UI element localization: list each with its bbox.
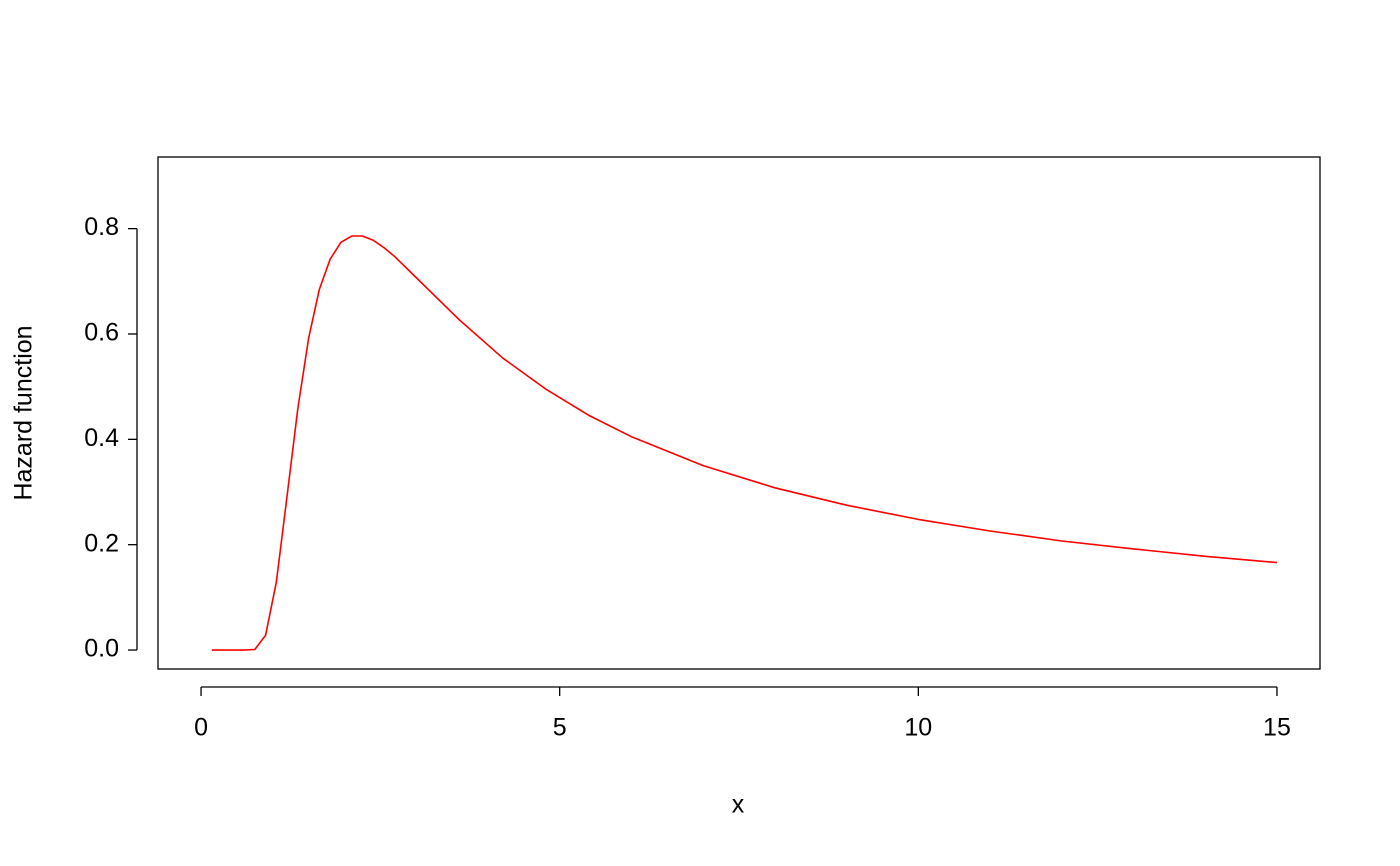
x-tick-label: 15	[1263, 714, 1291, 742]
x-tick-label: 10	[904, 714, 932, 742]
hazard-line	[211, 235, 1278, 651]
x-tick-label: 5	[553, 714, 567, 742]
plot-frame	[157, 156, 1321, 670]
y-tick-label: 0.2	[84, 529, 119, 557]
x-tick-label: 0	[194, 714, 208, 742]
y-tick-label: 0.6	[84, 319, 119, 347]
y-tick-label: 0.4	[84, 424, 119, 452]
x-axis-label: x	[732, 791, 745, 819]
y-tick-label: 0.0	[84, 635, 119, 663]
y-axis-label: Hazard function	[10, 325, 38, 500]
y-tick-label: 0.8	[84, 213, 119, 241]
